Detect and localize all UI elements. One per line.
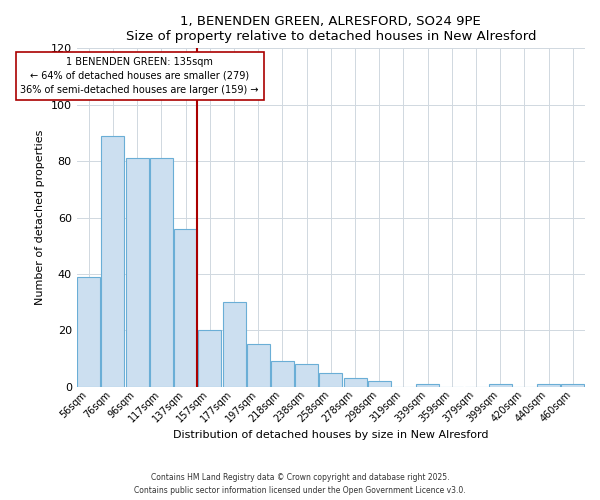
Bar bbox=[562, 384, 584, 387]
Bar bbox=[344, 378, 367, 387]
Bar bbox=[295, 364, 318, 387]
Bar bbox=[174, 229, 197, 387]
Bar bbox=[271, 362, 294, 387]
Bar bbox=[416, 384, 439, 387]
Y-axis label: Number of detached properties: Number of detached properties bbox=[35, 130, 45, 305]
Bar bbox=[489, 384, 512, 387]
Bar bbox=[223, 302, 245, 387]
Text: Contains HM Land Registry data © Crown copyright and database right 2025.
Contai: Contains HM Land Registry data © Crown c… bbox=[134, 473, 466, 495]
Bar bbox=[77, 277, 100, 387]
Bar bbox=[125, 158, 149, 387]
Bar bbox=[368, 381, 391, 387]
Bar bbox=[247, 344, 270, 387]
Bar bbox=[199, 330, 221, 387]
Bar bbox=[537, 384, 560, 387]
Title: 1, BENENDEN GREEN, ALRESFORD, SO24 9PE
Size of property relative to detached hou: 1, BENENDEN GREEN, ALRESFORD, SO24 9PE S… bbox=[125, 15, 536, 43]
X-axis label: Distribution of detached houses by size in New Alresford: Distribution of detached houses by size … bbox=[173, 430, 488, 440]
Bar bbox=[101, 136, 124, 387]
Bar bbox=[150, 158, 173, 387]
Text: 1 BENENDEN GREEN: 135sqm
← 64% of detached houses are smaller (279)
36% of semi-: 1 BENENDEN GREEN: 135sqm ← 64% of detach… bbox=[20, 57, 259, 95]
Bar bbox=[319, 372, 343, 387]
